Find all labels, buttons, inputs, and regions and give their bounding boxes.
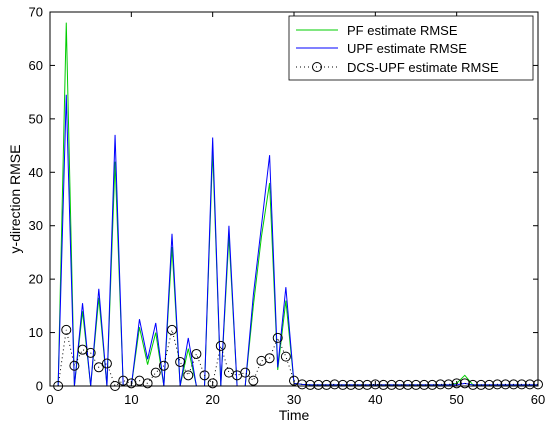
data-point [158,360,169,371]
x-tick-label: 50 [449,392,463,407]
data-point [524,379,535,390]
data-point [516,379,527,390]
data-point [337,379,348,390]
ticks-layer: 0 10 20 30 40 50 60 0 10 20 30 40 50 60 70 [29,5,546,408]
data-point [378,379,389,390]
data-point [264,353,275,364]
y-tick-label: 60 [29,58,43,73]
data-point [354,379,365,390]
data-point [297,379,308,390]
data-point [508,379,519,390]
x-tick-label: 20 [205,392,219,407]
data-point [240,367,251,378]
data-point [280,351,291,362]
data-point [207,378,218,389]
data-point [459,378,470,389]
y-tick-label: 50 [29,111,43,126]
data-point [85,347,96,358]
data-point [484,379,495,390]
data-point [183,370,194,381]
legend-label-pf: PF estimate RMSE [347,23,458,38]
data-point [394,379,405,390]
data-point [402,379,413,390]
y-tick-label: 0 [36,379,43,394]
legend-label-upf: UPF estimate RMSE [347,41,467,56]
data-point [411,379,421,390]
data-point [175,356,186,367]
data-point [427,379,438,390]
data-point [370,379,381,390]
data-point [272,332,283,343]
data-point [167,324,177,335]
data-point [500,379,511,390]
data-point [451,378,462,389]
data-point [362,379,373,390]
y-tick-label: 70 [29,5,43,20]
data-point [215,340,226,351]
data-point [467,379,478,390]
data-point [150,367,161,378]
x-tick-label: 10 [124,392,138,407]
data-point [93,362,104,373]
data-point [69,360,80,371]
x-tick-label: 60 [531,392,545,407]
data-point [345,379,356,390]
data-point [492,379,503,390]
data-point [435,379,446,390]
x-tick-label: 30 [287,392,301,407]
data-point [419,379,430,390]
data-point [476,379,487,390]
data-point [191,348,202,359]
x-tick-label: 0 [46,392,53,407]
y-tick-label: 40 [29,165,43,180]
series-layer [53,22,543,391]
data-point [443,379,454,390]
data-point [386,379,397,390]
data-point [101,358,112,369]
y-axis-label: y-direction RMSE [7,145,23,254]
y-tick-label: 30 [29,218,43,233]
data-point [329,379,340,390]
legend-marker-dcs-upf [312,62,322,72]
data-point [313,379,324,390]
x-axis-label: Time [279,407,310,423]
data-point [199,370,210,381]
data-point [305,379,316,390]
y-tick-label: 20 [29,272,43,287]
x-tick-label: 40 [368,392,382,407]
series-2 [53,324,543,391]
legend-label-dcs-upf: DCS-UPF estimate RMSE [347,60,499,75]
y-tick-label: 10 [29,325,43,340]
data-point [61,324,72,335]
data-point [248,375,259,386]
data-point [142,378,153,389]
data-point [321,379,332,390]
legend: PF estimate RMSE UPF estimate RMSE DCS-U… [288,15,534,81]
